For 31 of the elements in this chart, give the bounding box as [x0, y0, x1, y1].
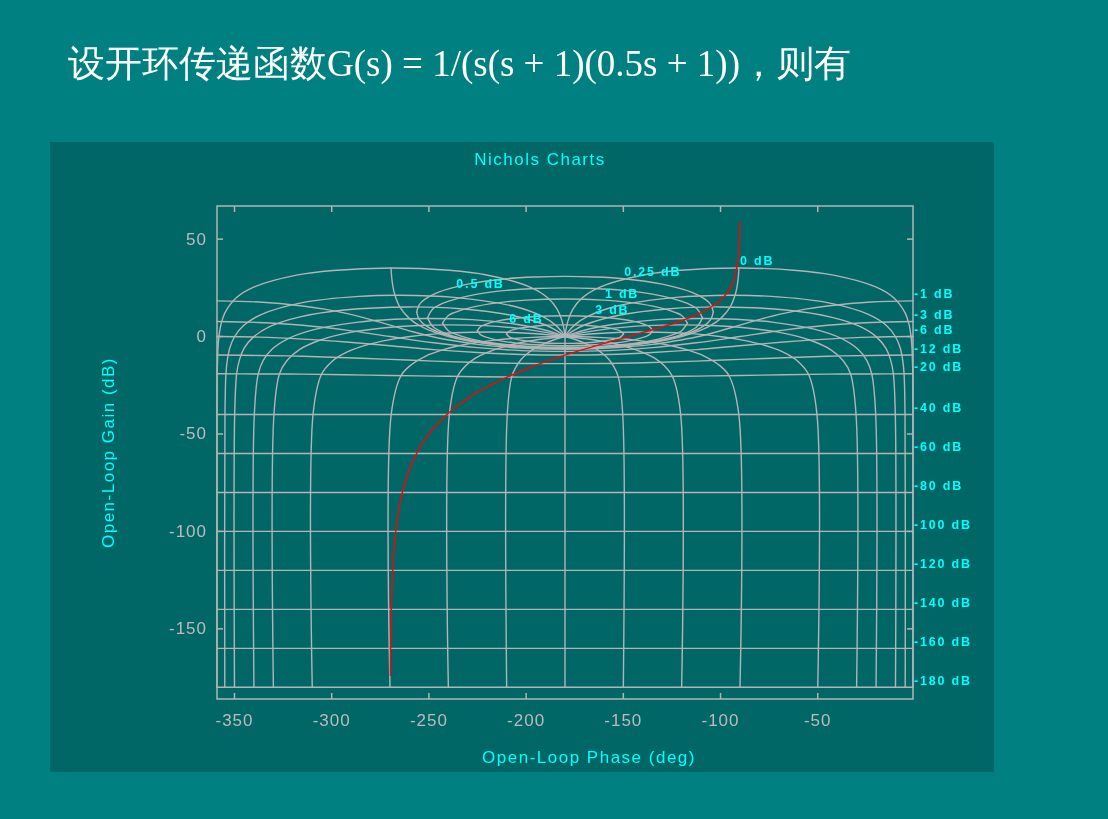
annotation: -100 dB: [914, 517, 972, 532]
annotation: -3 dB: [914, 308, 955, 323]
annotation: -40 dB: [914, 401, 964, 415]
chart-title: 设开环传递函数G(s) = 1/(s(s + 1)(0.5s + 1))，则有: [68, 43, 852, 85]
x-tick-label: -250: [409, 710, 448, 730]
y-tick-label: 50: [186, 229, 207, 249]
y-tick-label: -100: [168, 521, 207, 541]
annotation: -20 dB: [914, 360, 964, 375]
y-tick-label: -50: [179, 424, 207, 444]
annotation: -120 dB: [914, 556, 972, 571]
annotation: -80 dB: [914, 478, 964, 493]
annotation: -60 dB: [914, 439, 964, 454]
annotation: -1 dB: [914, 287, 955, 302]
x-tick-label: -50: [803, 710, 832, 730]
annotation: 0 dB: [740, 254, 775, 269]
annotation: -180 dB: [914, 673, 972, 688]
annotation: -160 dB: [914, 634, 972, 649]
x-tick-label: -200: [507, 710, 546, 730]
y-tick-label: -150: [168, 619, 207, 639]
y-axis-title: Open-Loop Gain (dB): [98, 356, 118, 549]
chart-subtitle: Nichols Charts: [474, 149, 606, 169]
x-tick-label: -350: [215, 710, 254, 730]
annotation: -6 dB: [914, 323, 955, 338]
annotation: -12 dB: [914, 341, 964, 356]
x-tick-label: -150: [604, 710, 643, 730]
annotation: 1 dB: [604, 286, 640, 301]
annotation: -140 dB: [914, 595, 972, 610]
x-tick-label: -300: [312, 710, 351, 730]
x-tick-label: -100: [701, 710, 740, 730]
y-tick-label: 0: [196, 327, 207, 347]
x-axis-title: Open-Loop Phase (deg): [482, 747, 696, 767]
